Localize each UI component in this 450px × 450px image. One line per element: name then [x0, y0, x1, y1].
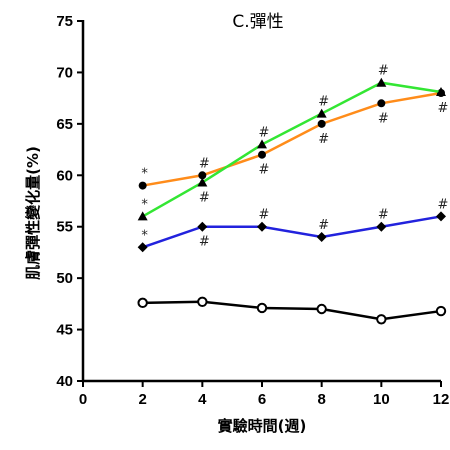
series — [138, 89, 445, 190]
significance-annotation: # — [199, 156, 210, 171]
significance-annotation: # — [378, 208, 389, 223]
data-point — [435, 305, 447, 317]
data-point — [316, 232, 327, 242]
series-line — [142, 81, 442, 218]
data-point — [436, 211, 446, 222]
data-point — [137, 211, 148, 221]
y-tick-label: 50 — [56, 270, 73, 287]
y-tick-label: 70 — [56, 64, 73, 81]
significance-annotation: # — [438, 101, 449, 116]
series — [137, 211, 446, 253]
significance-annotation: # — [259, 125, 270, 140]
significance-annotation: # — [199, 235, 210, 250]
data-point — [376, 77, 387, 87]
annotation-layer: * # # # # # * # # # # * # # # # # — [141, 64, 448, 250]
data-point — [197, 221, 208, 232]
data-point — [137, 297, 148, 309]
x-tick-label: 4 — [198, 391, 207, 408]
data-point — [436, 86, 446, 96]
x-tick-label: 2 — [138, 391, 146, 408]
significance-annotation: # — [259, 163, 270, 178]
significance-annotation: # — [259, 208, 270, 223]
data-point — [197, 296, 208, 307]
y-axis-title: 肌膚彈性變化量(%) — [24, 146, 42, 280]
data-point — [257, 139, 267, 149]
y-tick-label: 75 — [56, 13, 73, 30]
x-tick-label: 10 — [373, 391, 390, 408]
y-tick-label: 55 — [56, 219, 73, 236]
y-tick-label: 40 — [56, 373, 73, 390]
significance-annotation: # — [318, 95, 329, 110]
significance-annotation: # — [318, 132, 329, 147]
data-point — [377, 99, 386, 108]
series-line — [142, 215, 442, 249]
series-layer — [137, 77, 447, 325]
x-tick-label: 8 — [317, 391, 325, 408]
data-point — [198, 171, 207, 180]
data-point — [137, 242, 148, 253]
chart-title: C.彈性 — [232, 12, 283, 32]
significance-annotation: * — [141, 167, 148, 182]
y-tick-label: 65 — [56, 116, 73, 133]
significance-annotation: # — [199, 190, 210, 205]
y-tick-label: 45 — [56, 322, 73, 339]
data-point — [258, 150, 266, 159]
data-point — [256, 302, 268, 314]
significance-annotation: # — [378, 64, 389, 79]
significance-annotation: * — [141, 197, 148, 212]
data-point — [316, 108, 327, 118]
series — [137, 296, 447, 325]
significance-annotation: # — [318, 218, 329, 233]
series-line — [142, 300, 442, 321]
series-line — [142, 91, 442, 187]
data-point — [138, 181, 147, 190]
x-tick-label: 0 — [79, 391, 87, 408]
data-point — [316, 303, 327, 315]
significance-annotation: # — [378, 111, 389, 126]
y-tick-label: 60 — [56, 167, 73, 184]
significance-annotation: # — [438, 197, 449, 212]
data-point — [317, 119, 326, 128]
data-point — [376, 314, 387, 325]
data-point — [257, 221, 267, 232]
significance-annotation: * — [141, 228, 148, 243]
x-tick-label: 12 — [433, 391, 450, 408]
data-point — [376, 221, 387, 232]
x-axis-title: 實驗時間(週) — [218, 417, 307, 435]
data-point — [197, 177, 208, 187]
axes: 40 45 50 55 60 65 70 75 0 2 4 6 8 10 12 — [56, 13, 449, 408]
x-tick-label: 6 — [258, 391, 266, 408]
series — [137, 77, 446, 221]
